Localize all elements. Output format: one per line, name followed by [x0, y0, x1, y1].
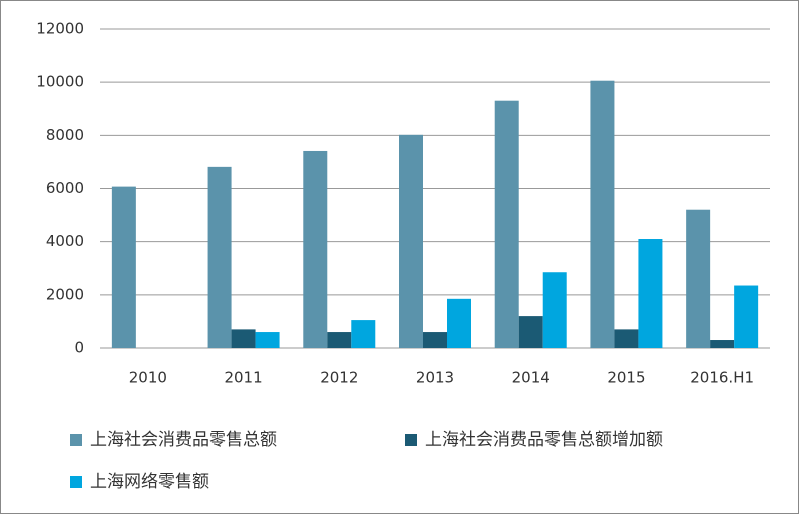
x-tick-label: 2012	[320, 369, 358, 387]
y-tick-label: 2000	[46, 285, 84, 303]
bar	[303, 150, 328, 348]
legend-label: 上海社会消费品零售总额	[90, 430, 277, 450]
x-tick-label: 2015	[607, 369, 645, 387]
legend-swatch	[70, 434, 82, 446]
y-tick-label: 0	[74, 339, 84, 357]
y-tick-label: 6000	[46, 179, 84, 197]
x-tick-label: 2014	[512, 369, 550, 387]
bar	[614, 329, 639, 348]
bar	[327, 332, 352, 348]
bar	[542, 272, 567, 348]
bar	[638, 239, 663, 348]
legend-label: 上海网络零售额	[90, 472, 209, 492]
bar	[399, 134, 423, 348]
bar	[590, 80, 615, 348]
bar	[710, 340, 735, 348]
legend-swatch	[70, 476, 82, 488]
bar	[447, 298, 471, 348]
bar	[351, 320, 376, 348]
bar	[734, 285, 759, 348]
legend-swatch	[405, 434, 417, 446]
legend-label: 上海社会消费品零售总额增加额	[425, 430, 663, 450]
y-tick-label: 12000	[36, 20, 84, 38]
y-tick-label: 4000	[46, 232, 84, 250]
bar	[231, 329, 256, 348]
bar	[423, 332, 447, 348]
y-tick-label: 10000	[36, 73, 84, 91]
bar	[494, 100, 519, 348]
bar	[686, 209, 711, 348]
bar	[518, 316, 543, 348]
bar	[207, 166, 232, 348]
x-tick-label: 2016.H1	[690, 369, 754, 387]
bar	[255, 332, 280, 348]
y-tick-label: 8000	[46, 126, 84, 144]
x-tick-label: 2013	[416, 369, 454, 387]
x-tick-label: 2010	[129, 369, 167, 387]
x-tick-label: 2011	[224, 369, 262, 387]
bar	[111, 186, 136, 348]
